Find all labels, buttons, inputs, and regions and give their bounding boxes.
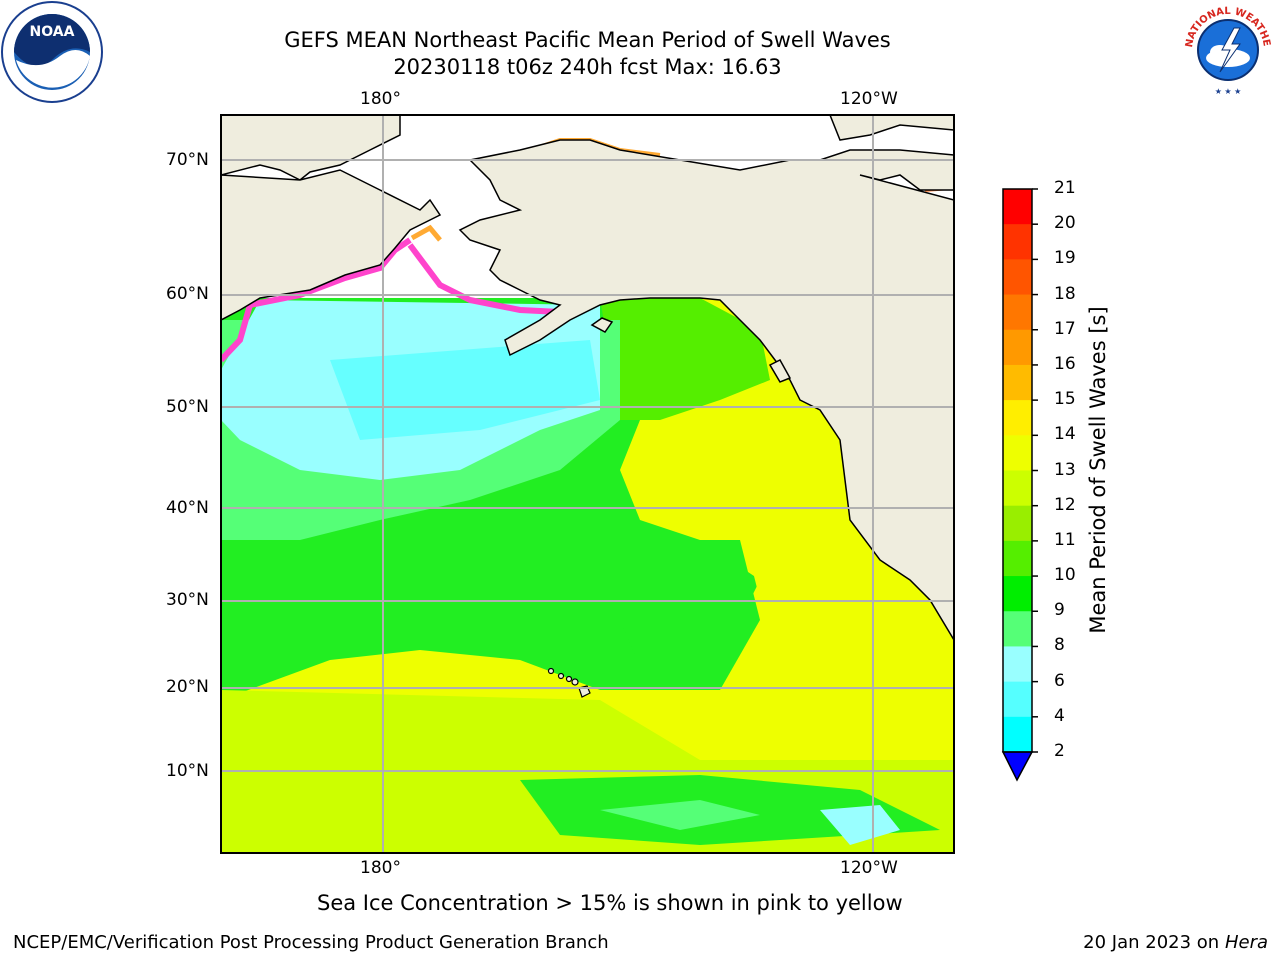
colorbar-band bbox=[1003, 540, 1032, 577]
colorbar-title: Mean Period of Swell Waves [s] bbox=[1086, 306, 1110, 634]
colorbar-band bbox=[1003, 224, 1032, 260]
colorbar-band bbox=[1003, 400, 1032, 436]
lon-label-top-120w: 120°W bbox=[840, 89, 898, 109]
colorbar-tick-label: 19 bbox=[1054, 248, 1076, 269]
footer-host: Hera bbox=[1224, 932, 1268, 953]
colorbar-band bbox=[1003, 364, 1032, 401]
colorbar-tick-label: 21 bbox=[1054, 178, 1076, 198]
colorbar-band bbox=[1003, 646, 1032, 683]
colorbar-tick-label: 8 bbox=[1054, 635, 1065, 656]
colorbar-band bbox=[1003, 435, 1032, 471]
colorbar-tick-label: 15 bbox=[1054, 389, 1076, 410]
plot-subtitle: 20230118 t06z 240h fcst Max: 16.63 bbox=[393, 55, 782, 79]
colorbar-tick-label: 2 bbox=[1054, 741, 1065, 761]
plot-title: GEFS MEAN Northeast Pacific Mean Period … bbox=[284, 28, 891, 52]
footer-date-text: 20 Jan 2023 on bbox=[1083, 932, 1225, 953]
lat-label-10n: 10°N bbox=[166, 761, 209, 781]
map-frame bbox=[220, 114, 955, 854]
colorbar-band bbox=[1003, 716, 1032, 753]
lat-label-40n: 40°N bbox=[166, 498, 209, 518]
lat-label-60n: 60°N bbox=[166, 284, 209, 304]
colorbar-tick-label: 14 bbox=[1054, 424, 1076, 445]
colorbar-band bbox=[1003, 294, 1032, 331]
footer-date: 20 Jan 2023 on Hera bbox=[1083, 932, 1268, 953]
colorbar-band bbox=[1003, 681, 1032, 718]
colorbar-tick-label: 16 bbox=[1054, 353, 1076, 374]
noaa-logo: NOAA bbox=[0, 0, 105, 109]
colorbar-band bbox=[1003, 189, 1032, 225]
colorbar-band bbox=[1003, 611, 1032, 647]
graticule bbox=[221, 115, 954, 853]
colorbar-tick-label: 4 bbox=[1054, 705, 1065, 726]
colorbar-band bbox=[1003, 329, 1032, 366]
sea-ice-caption: Sea Ice Concentration > 15% is shown in … bbox=[317, 891, 903, 915]
colorbar-tick-label: 11 bbox=[1054, 529, 1076, 550]
lat-label-20n: 20°N bbox=[166, 677, 209, 697]
colorbar-band bbox=[1003, 259, 1032, 296]
swell-field bbox=[221, 298, 954, 853]
colorbar-tick-label: 17 bbox=[1054, 318, 1076, 339]
footer-credit: NCEP/EMC/Verification Post Processing Pr… bbox=[13, 932, 609, 953]
lon-label-bottom-180: 180° bbox=[360, 858, 401, 878]
colorbar-band bbox=[1003, 505, 1032, 542]
colorbar-tick-label: 18 bbox=[1054, 283, 1076, 304]
colorbar-band bbox=[1003, 576, 1032, 612]
lat-label-30n: 30°N bbox=[166, 590, 209, 610]
land bbox=[221, 115, 954, 642]
colorbar-tick-label: 9 bbox=[1054, 600, 1065, 621]
colorbar-tick-label: 6 bbox=[1054, 670, 1065, 691]
colorbar-extend-arrow bbox=[1001, 751, 1034, 782]
colorbar-tick-label: 10 bbox=[1054, 565, 1076, 586]
lat-label-70n: 70°N bbox=[166, 150, 209, 170]
colorbar-tick-label: 12 bbox=[1054, 494, 1076, 515]
colorbar-tick-label: 20 bbox=[1054, 213, 1076, 234]
colorbar-tick-label: 13 bbox=[1054, 459, 1076, 480]
lon-label-top-180: 180° bbox=[360, 89, 401, 109]
lon-label-bottom-120w: 120°W bbox=[840, 858, 898, 878]
svg-text:★ ★ ★: ★ ★ ★ bbox=[1215, 87, 1242, 96]
colorbar-band bbox=[1003, 470, 1032, 507]
nws-logo: NATIONAL WEATHER SERVICE ★ ★ ★ bbox=[1174, 0, 1278, 104]
lat-label-50n: 50°N bbox=[166, 397, 209, 417]
noaa-logo-text: NOAA bbox=[30, 24, 75, 40]
